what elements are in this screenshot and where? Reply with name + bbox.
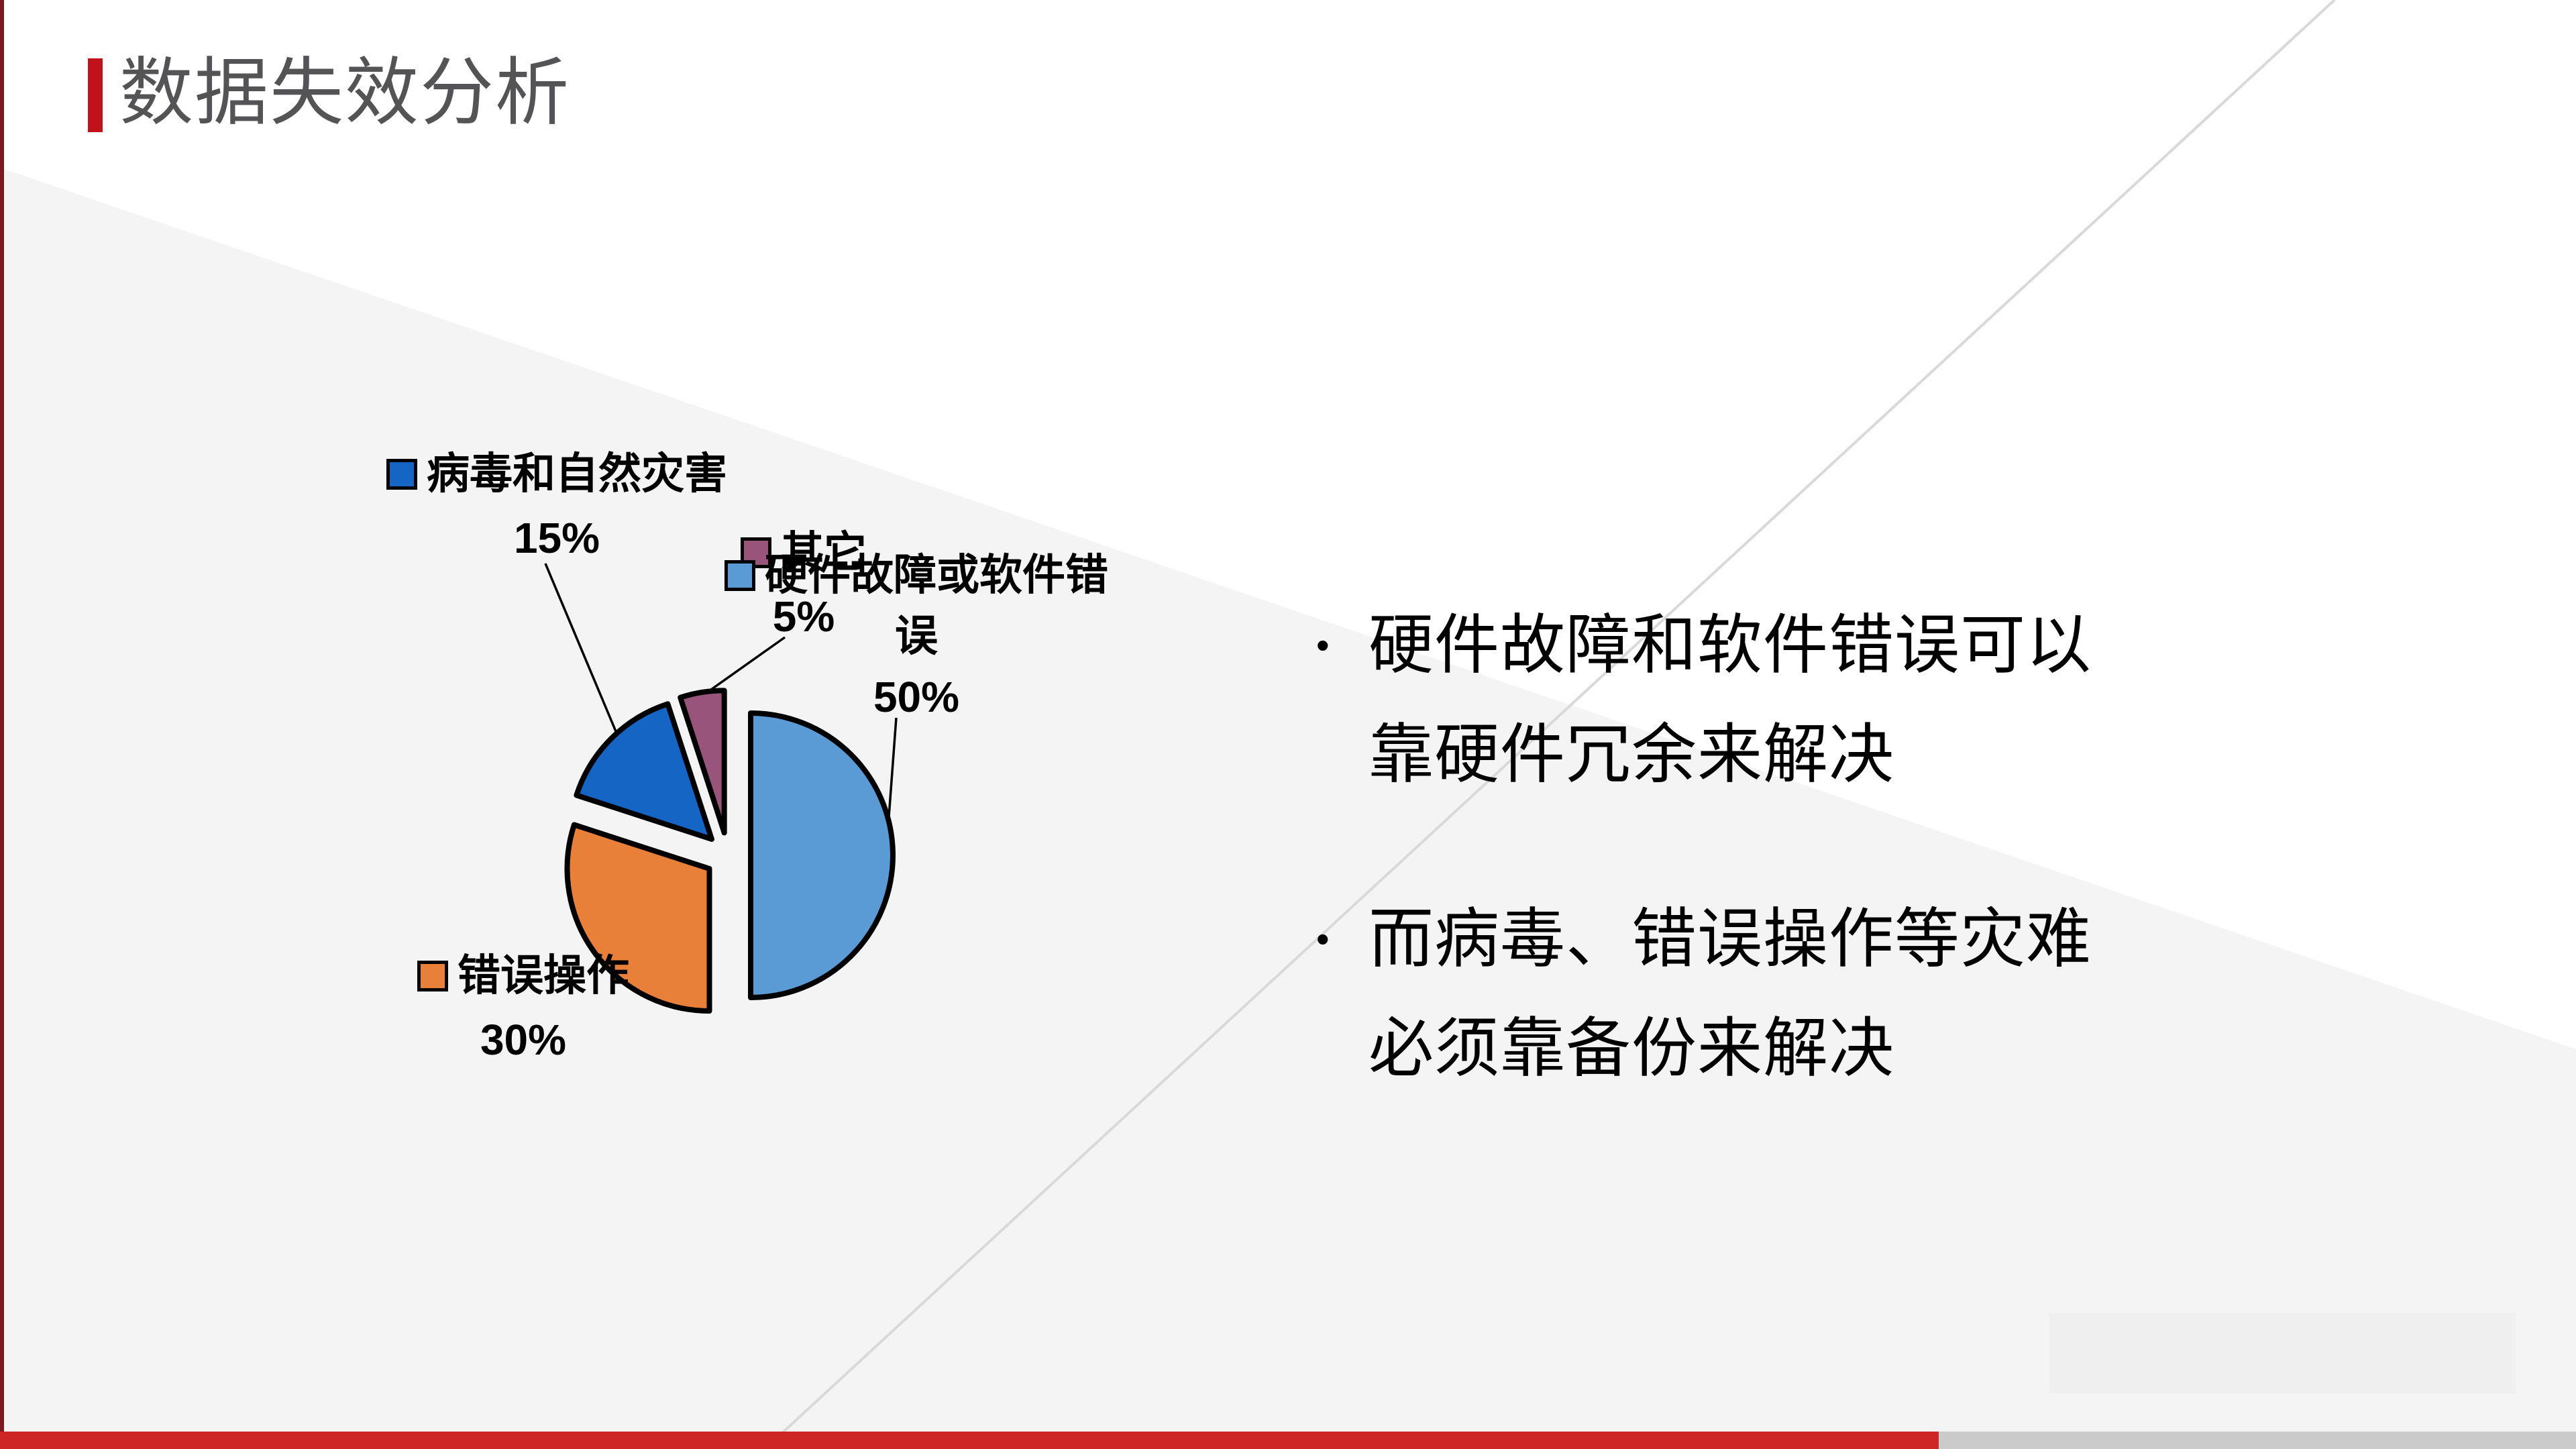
legend-swatch-other <box>741 537 771 568</box>
bottom-bar-gray <box>1939 1432 2576 1449</box>
title-accent-bar <box>88 58 103 132</box>
pie-label-hardware-line2: 误 <box>895 611 938 660</box>
bottom-bar-red <box>0 1432 1939 1449</box>
pie-label-error-op-pct: 30% <box>480 1016 567 1064</box>
pie-label-other: 其它 5% <box>602 520 1005 649</box>
pie-label-virus-pct: 15% <box>513 514 600 562</box>
bullet-marker: • <box>1316 624 1330 666</box>
pie-slice-病毒和自然灾害 <box>574 701 714 842</box>
bullet-marker: • <box>1316 918 1330 960</box>
pie-slices <box>564 688 896 1014</box>
leader-lines <box>544 563 898 818</box>
pie-label-hardware: 硬件故障或软件错 误 50% <box>708 545 1124 728</box>
leader-line-virus <box>544 563 619 735</box>
bullet-item-1: • 硬件故障和软件错误可以 靠硬件冗余来解决 <box>1316 590 2188 809</box>
diagonal-hairline <box>763 0 2336 1449</box>
leader-line-hw <box>888 717 898 818</box>
pie-label-other-name: 其它 <box>602 520 1005 584</box>
legend-swatch-hardware <box>724 560 755 591</box>
pie-label-error-op-name: 错误操作 <box>322 943 724 1008</box>
bullet-item-2: • 而病毒、错误操作等灾难 必须靠备份来解决 <box>1316 884 2188 1103</box>
gray-triangle <box>0 168 2576 1449</box>
pie-slice-其它 <box>678 688 727 836</box>
pie-slice-硬件故障或软件错误 <box>748 710 896 1000</box>
bullet-text-2: 而病毒、错误操作等灾难 必须靠备份来解决 <box>1368 902 2092 1085</box>
leader-line-other <box>703 636 786 696</box>
legend-swatch-virus <box>386 459 417 490</box>
bullet-list: • 硬件故障和软件错误可以 靠硬件冗余来解决 • 而病毒、错误操作等灾难 必须靠… <box>1316 590 2188 1178</box>
legend-swatch-error-op <box>417 961 448 991</box>
page-title: 数据失效分析 <box>119 52 570 134</box>
pie-label-hardware-pct: 50% <box>873 672 960 721</box>
pie-label-error-op: 错误操作 30% <box>322 943 724 1072</box>
pie-label-hardware-line1: 硬件故障或软件错 <box>708 545 1124 606</box>
pie-label-other-pct: 5% <box>772 592 835 641</box>
watermark-box <box>2049 1313 2516 1393</box>
left-edge-strip <box>0 0 4 1432</box>
pie-slice-错误操作 <box>564 822 712 1014</box>
bullet-text-1: 硬件故障和软件错误可以 靠硬件冗余来解决 <box>1368 608 2092 791</box>
pie-label-virus-name: 病毒和自然灾害 <box>322 441 792 506</box>
pie-label-virus: 病毒和自然灾害 15% <box>322 441 792 570</box>
